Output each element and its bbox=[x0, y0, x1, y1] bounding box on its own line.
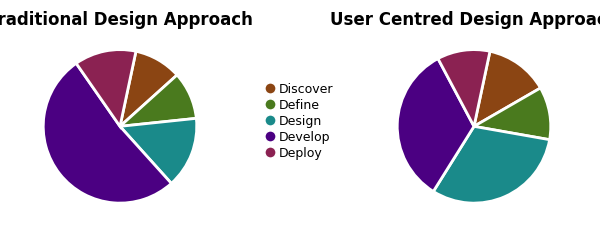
Wedge shape bbox=[120, 118, 197, 183]
Title: User Centred Design Approach: User Centred Design Approach bbox=[330, 11, 600, 29]
Wedge shape bbox=[438, 50, 490, 126]
Title: Traditional Design Approach: Traditional Design Approach bbox=[0, 11, 253, 29]
Legend: Discover, Define, Design, Develop, Deploy: Discover, Define, Design, Develop, Deplo… bbox=[264, 80, 336, 163]
Wedge shape bbox=[397, 58, 474, 191]
Wedge shape bbox=[433, 126, 550, 203]
Wedge shape bbox=[76, 50, 136, 126]
Wedge shape bbox=[43, 63, 172, 203]
Wedge shape bbox=[120, 51, 177, 126]
Wedge shape bbox=[474, 51, 541, 126]
Wedge shape bbox=[474, 88, 551, 140]
Wedge shape bbox=[120, 75, 196, 126]
